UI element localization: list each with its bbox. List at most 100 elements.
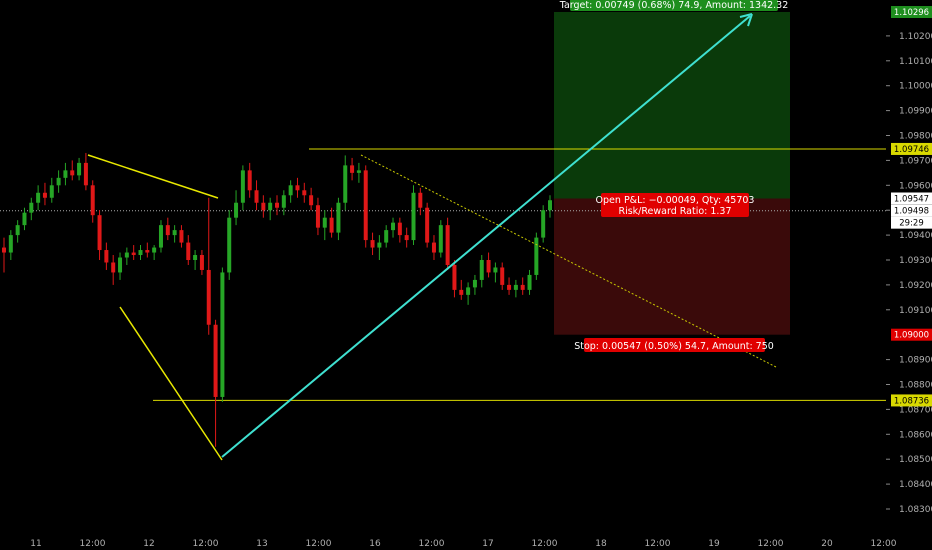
candle — [431, 235, 436, 261]
candle-body — [165, 225, 170, 236]
candle — [199, 250, 204, 275]
candle-body — [541, 210, 546, 238]
candle-body — [111, 262, 116, 273]
price-tick-label: 1.08500 — [899, 455, 932, 465]
candle — [179, 225, 184, 248]
time-tick-label: 12:00 — [758, 539, 784, 549]
candle-body — [459, 289, 464, 295]
candle-body — [186, 242, 191, 261]
candle-body — [213, 324, 218, 397]
price-tick-label: 1.08300 — [899, 505, 932, 515]
candle-body — [534, 237, 539, 275]
price-tag-label: 1.09746 — [894, 145, 929, 155]
candle — [240, 165, 245, 211]
price-tick-label: 1.10100 — [899, 57, 932, 67]
price-tag-box — [891, 216, 932, 229]
candle-body — [404, 235, 409, 241]
time-tick-label: 12:00 — [871, 539, 897, 549]
candle — [111, 255, 116, 285]
candle — [227, 210, 232, 280]
candle-body — [56, 177, 61, 186]
candle-body — [63, 170, 68, 178]
candle-body — [288, 185, 293, 196]
candle — [152, 245, 157, 261]
price-tag-label: 1.09000 — [894, 331, 929, 341]
time-axis[interactable]: 11 12:00 12 12:00 13 12:00 16 12:00 17 12:00 18 12:… — [30, 539, 896, 549]
target-label-box — [570, 0, 778, 11]
price-tag-box — [891, 192, 932, 205]
candle — [302, 182, 307, 203]
candle-body — [193, 255, 198, 261]
candle — [329, 207, 334, 238]
candle-body — [336, 202, 341, 233]
candle-body — [309, 195, 314, 206]
candle — [131, 245, 136, 261]
candle — [452, 260, 457, 298]
price-tick-label: 1.09600 — [899, 181, 932, 191]
candle-body — [49, 185, 54, 198]
price-tag-label: 1.10296 — [894, 8, 929, 18]
candle-body — [500, 267, 505, 285]
candle-body — [179, 230, 184, 243]
candle-body — [261, 202, 266, 211]
time-tick-label: 12:00 — [306, 539, 332, 549]
candle-body — [172, 230, 177, 236]
candle-body — [29, 202, 34, 213]
pl-label-box — [601, 193, 749, 217]
candle-body — [507, 284, 512, 290]
time-tick-label: 17 — [482, 539, 493, 549]
candle-body — [452, 264, 457, 290]
time-tick-label: 13 — [256, 539, 267, 549]
candle-body — [83, 162, 88, 186]
price-tick-label: 1.08700 — [899, 405, 932, 415]
price-tag-box — [891, 328, 932, 341]
candle — [56, 170, 61, 193]
candle — [472, 274, 477, 295]
candle — [370, 232, 375, 256]
candle-body — [329, 217, 334, 233]
candle-body — [315, 205, 320, 228]
price-tick-label: 1.09900 — [899, 107, 932, 117]
target-label: Target: 0.00749 (0.68%) 74.9, Amount: 13… — [559, 0, 789, 11]
candle — [438, 220, 443, 258]
candle — [500, 262, 505, 290]
candle — [513, 279, 518, 298]
candle — [350, 157, 355, 181]
candle — [247, 162, 252, 198]
price-axis[interactable]: 1.10200 1.10100 1.10000 1.09900 1.09800 1.097… — [886, 32, 932, 515]
candle-body — [15, 225, 20, 236]
candle-body — [479, 260, 484, 280]
price-tag-label: 1.09498 — [894, 207, 929, 217]
candle-body — [281, 195, 286, 208]
candle — [391, 217, 396, 238]
candle — [466, 282, 471, 305]
time-tick-label: 12:00 — [193, 539, 219, 549]
candle-body — [158, 225, 163, 248]
candle-body — [431, 242, 436, 253]
candle — [49, 177, 54, 203]
candle-body — [527, 274, 532, 290]
price-tick-label: 1.09800 — [899, 132, 932, 142]
price-tag-box — [891, 204, 932, 217]
price-tick-label: 1.09700 — [899, 156, 932, 166]
candle-body — [384, 230, 389, 243]
candle — [186, 235, 191, 265]
projection-arrow — [221, 15, 751, 458]
time-tick-label: 12:00 — [645, 539, 671, 549]
candle — [77, 157, 82, 181]
price-tick-label: 1.08800 — [899, 381, 932, 391]
candle — [118, 252, 123, 280]
candle — [281, 190, 286, 216]
candle-body — [2, 247, 6, 253]
candle — [213, 319, 218, 447]
candle — [322, 210, 327, 241]
price-tick-label: 1.09100 — [899, 306, 932, 316]
candle — [165, 217, 170, 241]
price-tick-label: 1.09400 — [899, 231, 932, 241]
candle — [548, 195, 552, 218]
candle-body — [425, 207, 430, 243]
candle — [527, 269, 532, 295]
candle — [193, 250, 198, 270]
